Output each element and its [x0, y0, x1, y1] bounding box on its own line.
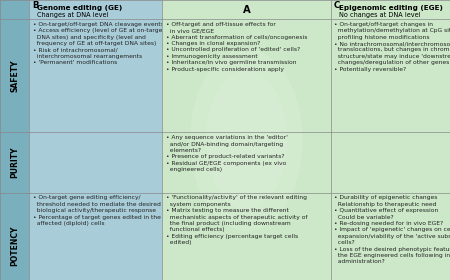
Text: • 'Functionality/activity' of the relevant editing
  system components
• Matrix : • 'Functionality/activity' of the releva… [166, 195, 307, 245]
Bar [0, 193, 29, 280]
Text: • On-target/off-target DNA cleavage events
• Access efficiency (level of GE at o: • On-target/off-target DNA cleavage even… [33, 22, 165, 65]
Bar [331, 132, 450, 193]
Text: Changes at DNA level: Changes at DNA level [37, 12, 109, 18]
Text: • Off-target and off-tissue effects for
  in vivo GE/EGE
• Aberrant transformati: • Off-target and off-tissue effects for … [166, 22, 307, 72]
Bar [29, 0, 162, 19]
Ellipse shape [190, 49, 302, 231]
Text: Epigenomic editing (EGE): Epigenomic editing (EGE) [339, 5, 443, 11]
Bar [162, 0, 331, 19]
Text: • On-target/off-target changes in
  methylation/demethylation at CpG sites;
  pr: • On-target/off-target changes in methyl… [334, 22, 450, 72]
Bar [0, 19, 29, 132]
Bar [29, 19, 162, 132]
Text: Genome editing (GE): Genome editing (GE) [37, 5, 122, 11]
Bar [162, 193, 331, 280]
Text: A: A [243, 4, 250, 15]
Bar [331, 193, 450, 280]
Bar [162, 19, 331, 132]
Bar [331, 0, 450, 19]
Text: • On-target gene editing efficiency/
  threshold needed to mediate the desired
 : • On-target gene editing efficiency/ thr… [33, 195, 161, 226]
Bar [29, 193, 162, 280]
Text: No changes at DNA level: No changes at DNA level [339, 12, 420, 18]
Text: • Any sequence variations in the 'editor'
  and/or DNA-binding domain/targeting
: • Any sequence variations in the 'editor… [166, 135, 288, 172]
Bar [162, 132, 331, 193]
Bar [0, 132, 29, 193]
Text: SAFETY: SAFETY [10, 59, 19, 92]
Bar [0, 0, 29, 19]
Bar [29, 132, 162, 193]
Text: B: B [32, 1, 39, 10]
Bar [331, 19, 450, 132]
Text: C: C [334, 1, 340, 10]
Ellipse shape [206, 70, 287, 210]
Text: POTENCY: POTENCY [10, 226, 19, 266]
Text: • Durability of epigenetic changes
  Relationship to therapeutic need
• Quantita: • Durability of epigenetic changes Relat… [334, 195, 450, 264]
Text: PURITY: PURITY [10, 147, 19, 178]
